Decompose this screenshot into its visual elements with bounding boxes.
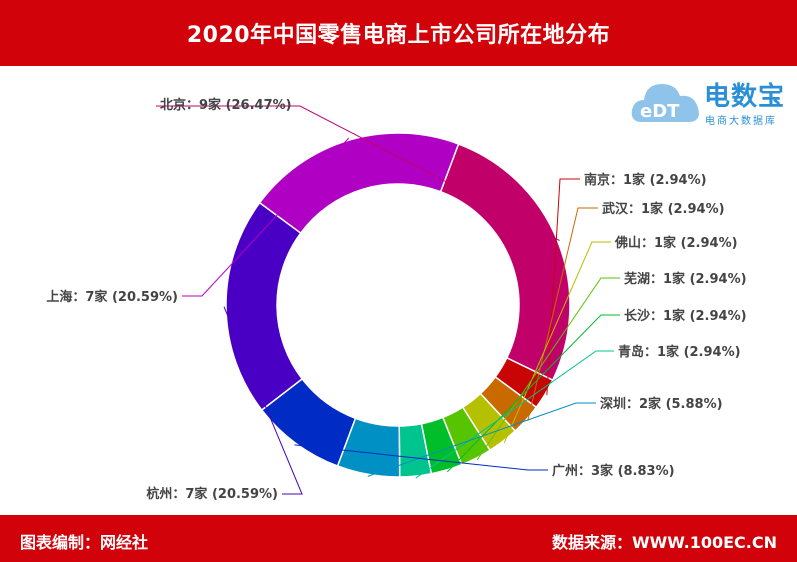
leader-line-10 xyxy=(223,306,303,495)
slice-label-11: 上海：7家 (20.59%) xyxy=(46,289,178,305)
logo-icon-text: eDT xyxy=(640,101,680,122)
donut-slice-10 xyxy=(225,201,304,412)
slice-label-6: 长沙：1家 (2.94%) xyxy=(624,308,747,324)
leader-line-4 xyxy=(503,241,611,443)
slice-label-5: 芜湖：1家 (2.94%) xyxy=(624,271,747,287)
slice-label-3: 武汉：1家 (2.94%) xyxy=(602,201,725,217)
slice-label-10: 杭州：7家 (20.59%) xyxy=(146,486,278,502)
logo-name: 电数宝 xyxy=(704,82,786,112)
leader-line-9 xyxy=(294,444,548,471)
slice-label-2: 南京：1家 (2.94%) xyxy=(584,172,707,188)
leader-line-8 xyxy=(367,402,596,477)
donut-slices xyxy=(225,132,571,478)
leader-lines xyxy=(156,105,620,495)
logo: eDT 电数宝 电商大数据库 xyxy=(628,72,793,134)
donut-slice-11 xyxy=(258,132,460,235)
cloud-icon: eDT xyxy=(631,84,699,122)
slice-label-7: 青岛：1家 (2.94%) xyxy=(618,344,741,360)
footer-source-editor: 图表编制：网经社 xyxy=(20,533,149,552)
chart-title: 2020年中国零售电商上市公司所在地分布 xyxy=(0,0,797,66)
slice-label-8: 深圳：2家 (5.88%) xyxy=(600,396,723,412)
logo-tagline: 电商大数据库 xyxy=(705,116,777,127)
leader-line-1 xyxy=(156,105,560,241)
slice-label-1: 北京：9家 (26.47%) xyxy=(160,97,292,113)
leader-line-7 xyxy=(415,350,614,479)
slice-labels: 北京：9家 (26.47%) 南京：1家 (2.94%) 武汉：1家 (2.94%)… xyxy=(46,97,746,502)
footer-bar: 图表编制：网经社 数据来源：WWW.100EC.CN xyxy=(0,515,797,562)
footer-data-source: 数据来源：WWW.100EC.CN xyxy=(551,533,777,552)
slice-label-4: 佛山：1家 (2.94%) xyxy=(614,235,738,251)
donut-slice-1 xyxy=(439,143,571,382)
leader-line-11 xyxy=(182,137,350,297)
slice-label-9: 广州：3家 (8.83%) xyxy=(552,463,675,479)
